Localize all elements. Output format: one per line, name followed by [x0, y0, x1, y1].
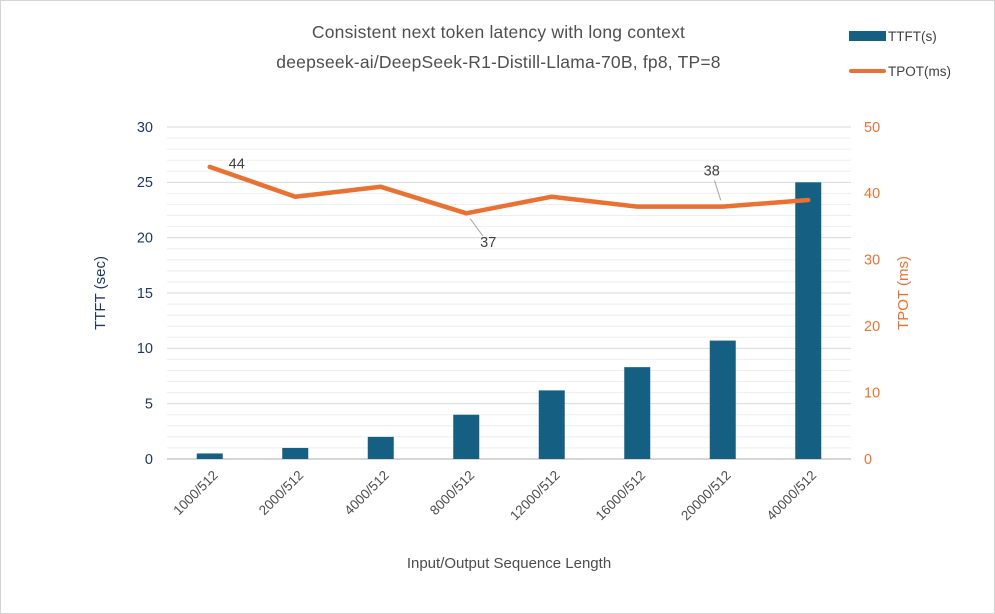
right-axis-tick-label: 50 [864, 120, 880, 136]
chart-title-line1: Consistent next token latency with long … [311, 22, 686, 42]
ttft-bar [196, 453, 223, 459]
x-category-label: 12000/512 [507, 468, 563, 524]
x-category-label: 16000/512 [593, 468, 649, 524]
right-axis-tick-label: 20 [864, 319, 880, 335]
ttft-bar [453, 414, 480, 459]
x-category-label: 2000/512 [256, 468, 306, 518]
left-axis-title: TTFT (sec) [92, 256, 109, 330]
left-axis-tick-label: 5 [145, 396, 153, 412]
ttft-bar [709, 340, 736, 459]
right-axis-tick-label: 40 [864, 186, 880, 202]
ttft-bar [367, 436, 394, 459]
legend-label-ttft: TTFT(s) [888, 28, 937, 44]
left-axis-tick-label: 20 [137, 230, 153, 246]
tpot-line [207, 164, 811, 216]
data-label-leader-line [469, 218, 484, 237]
legend-item-ttft: TTFT(s) [849, 27, 951, 45]
x-category-label: 40000/512 [764, 468, 820, 524]
left-axis-tick-label: 0 [145, 452, 153, 468]
tpot-data-label: 37 [480, 235, 496, 251]
left-axis-tick-label: 30 [137, 120, 153, 136]
left-axis-tick-label: 10 [137, 341, 153, 357]
x-category-label: 8000/512 [427, 468, 477, 518]
legend: TTFT(s) TPOT(ms) [849, 27, 951, 80]
tpot-data-label: 38 [704, 164, 720, 180]
ttft-bar [795, 182, 822, 460]
ttft-bar [624, 367, 651, 459]
left-axis-tick-label: 25 [137, 175, 153, 191]
legend-label-tpot: TPOT(ms) [888, 63, 951, 79]
ttft-bar [282, 447, 309, 459]
data-label-leader-line [714, 180, 722, 201]
legend-item-tpot: TPOT(ms) [849, 62, 951, 80]
chart-title-line2: deepseek-ai/DeepSeek-R1-Distill-Llama-70… [276, 52, 721, 72]
tpot-data-label: 44 [229, 157, 245, 173]
right-axis-title: TPOT (ms) [895, 256, 912, 330]
x-axis-title: Input/Output Sequence Length [407, 555, 611, 572]
right-axis-tick-label: 10 [864, 385, 880, 401]
chart-title: Consistent next token latency with long … [1, 17, 994, 77]
ttft-bar [538, 390, 565, 459]
x-category-label: 4000/512 [341, 468, 391, 518]
right-axis-tick-label: 30 [864, 253, 880, 269]
legend-line-swatch-icon [849, 69, 886, 73]
right-axis-tick-label: 0 [864, 452, 872, 468]
x-category-label: 1000/512 [170, 468, 220, 518]
legend-bar-swatch-icon [849, 31, 886, 41]
left-axis-tick-label: 15 [137, 286, 153, 302]
x-category-label: 20000/512 [678, 468, 734, 524]
